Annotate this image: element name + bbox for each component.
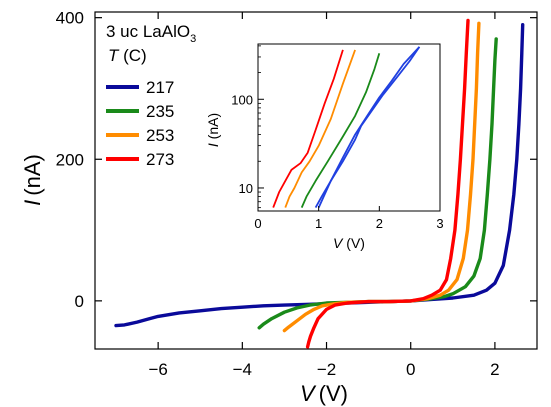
main-x-tick-label: 2 [490,360,499,379]
inset-y-tick-label: 10 [239,181,253,196]
main-x-tick-label: −6 [148,360,167,379]
inset-series-return-217 [317,46,421,208]
main-series-line-273 [305,18,470,349]
legend-entries: 217 235 253 273 [106,78,174,169]
inset-x-tick-label: 3 [436,216,443,231]
main-series-group [114,18,525,349]
main-axes-group: −6 −4 −2 0 2 0 200 400 [56,9,537,379]
inset-y-axis-label: I (nA) [205,113,221,147]
main-y-tick-label: 400 [56,9,84,28]
inset-series-line-273 [272,49,344,208]
legend-label-253: 253 [146,126,174,145]
main-y-axis-label: I(nA) [20,154,45,206]
legend-label-235: 235 [146,102,174,121]
inset-series-group [272,46,421,209]
inset-x-tick-label: 0 [254,216,261,231]
legend-label-217: 217 [146,78,174,97]
legend-title-sample: 3 uc LaAlO3 [106,22,196,45]
main-x-axis-label: V (V) [300,381,348,406]
main-y-tick-label: 200 [56,150,84,169]
legend: 3 uc LaAlO3 T (C) 217 235 253 273 [106,22,196,169]
legend-title-temperature: T (C) [108,46,147,65]
main-y-tick-label: 0 [75,292,84,311]
main-plot: −6 −4 −2 0 2 0 200 400 V (V) I(nA) 3 uc LaAlO3 T… [20,9,538,406]
inset-axes-group: 0 1 2 3 10 100 [231,45,444,231]
main-x-tick-label: −2 [317,360,336,379]
inset-x-tick-label: 2 [376,216,383,231]
inset-plot: 0 1 2 3 10 100 V (V) I (nA) [205,43,444,251]
inset-series-line-253 [284,49,356,208]
main-series-line-235 [257,37,498,330]
main-x-tick-label: −4 [233,360,252,379]
inset-plot-frame [257,43,441,212]
inset-x-tick-label: 1 [315,216,322,231]
main-plot-frame [94,11,538,350]
inset-x-axis-label: V (V) [333,235,365,251]
inset-series-line-235 [300,53,381,208]
main-x-tick-label: 0 [406,360,415,379]
legend-label-273: 273 [146,150,174,169]
inset-y-tick-label: 100 [231,92,253,107]
